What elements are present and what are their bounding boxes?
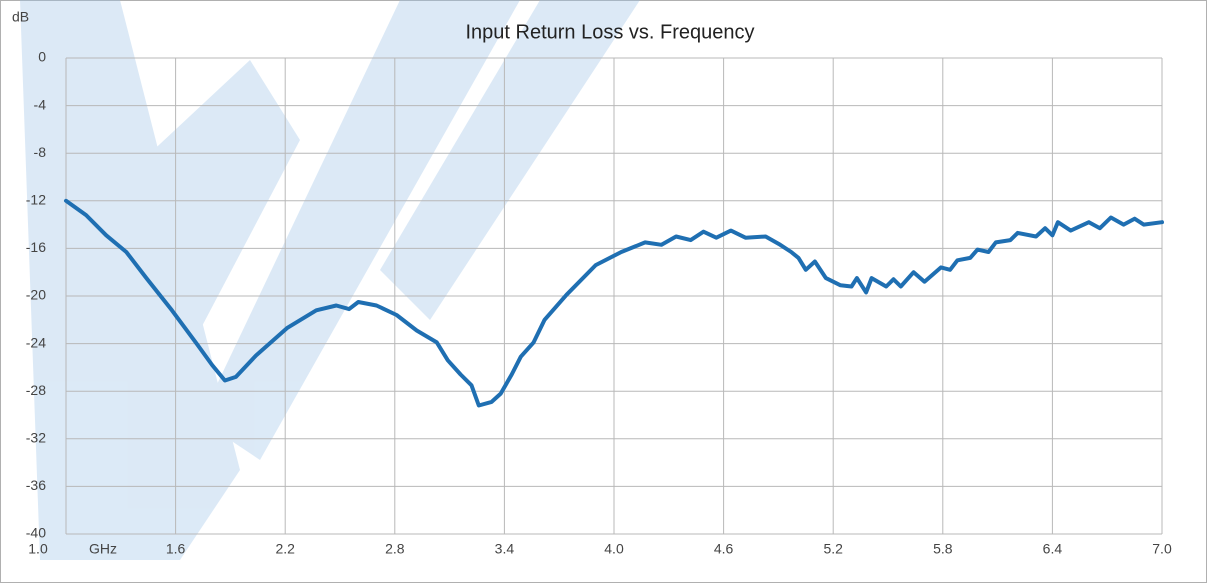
x-tick-label: 6.4 bbox=[1043, 541, 1063, 557]
chart-title: Input Return Loss vs. Frequency bbox=[465, 21, 754, 43]
y-axis-label: dB bbox=[12, 9, 29, 25]
x-tick-label: 1.0 bbox=[28, 541, 48, 557]
x-tick-label: 4.0 bbox=[604, 541, 624, 557]
x-tick-label: 4.6 bbox=[714, 541, 734, 557]
x-tick-label: 7.0 bbox=[1152, 541, 1172, 557]
x-tick-label: 3.4 bbox=[495, 541, 515, 557]
y-tick-label: -28 bbox=[26, 382, 46, 398]
y-tick-label: -12 bbox=[26, 192, 46, 208]
y-tick-label: -20 bbox=[26, 287, 46, 303]
x-tick-label: 2.8 bbox=[385, 541, 405, 557]
y-tick-label: -4 bbox=[34, 96, 47, 112]
y-tick-label: 0 bbox=[38, 49, 46, 65]
x-tick-label: 5.8 bbox=[933, 541, 953, 557]
x-axis-label: GHz bbox=[89, 541, 117, 557]
x-tick-label: 5.2 bbox=[823, 541, 843, 557]
y-tick-label: -36 bbox=[26, 477, 46, 493]
y-tick-label: -40 bbox=[26, 525, 46, 541]
data-line bbox=[64, 198, 1164, 408]
watermark bbox=[20, 0, 640, 560]
y-tick-label: -16 bbox=[26, 239, 46, 255]
x-tick-label: 2.2 bbox=[275, 541, 295, 557]
y-tick-label: -24 bbox=[26, 334, 46, 350]
y-tick-label: -8 bbox=[34, 144, 47, 160]
y-tick-label: -32 bbox=[26, 430, 46, 446]
x-tick-label: 1.6 bbox=[166, 541, 186, 557]
